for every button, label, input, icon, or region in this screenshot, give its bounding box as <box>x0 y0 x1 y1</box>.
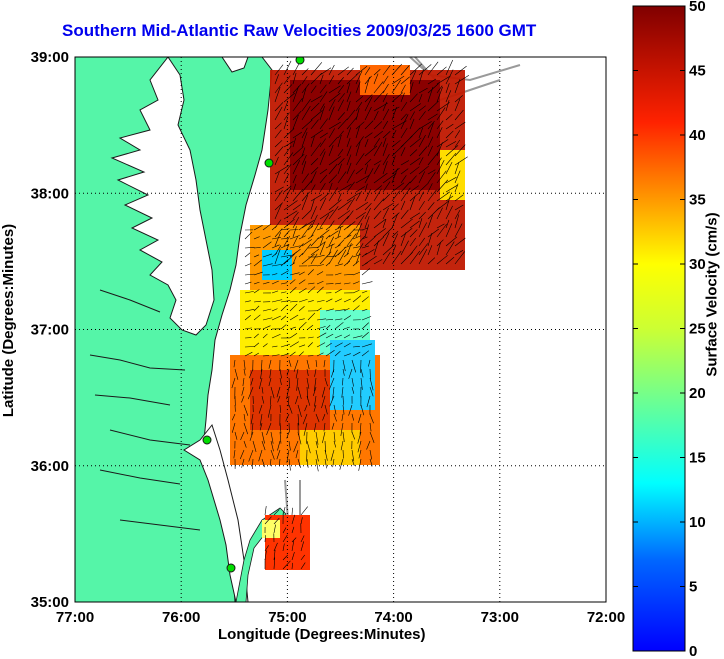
chesapeake-bay <box>110 57 215 336</box>
delaware-bay <box>221 57 249 73</box>
y-tick-label: 39:00 <box>31 49 69 66</box>
colorbar-tick-label: 40 <box>689 127 706 144</box>
x-axis-label: Longitude (Degrees:Minutes) <box>218 626 426 643</box>
hfr-station-marker <box>202 435 212 445</box>
colorbar-tick-label: 20 <box>689 385 706 402</box>
y-tick-label: 36:00 <box>31 458 69 475</box>
x-tick-label: 73:00 <box>481 609 519 626</box>
x-tick-label: 76:00 <box>162 609 200 626</box>
colorbar-tick-label: 25 <box>689 321 706 338</box>
x-tick-label: 77:00 <box>56 609 94 626</box>
colorbar-tick-label: 35 <box>689 192 706 209</box>
colorbar-tick-label: 15 <box>689 450 706 467</box>
colorbar-tick-label: 50 <box>689 0 706 15</box>
river-lines <box>89 289 201 531</box>
colorbar-tick-label: 30 <box>689 256 706 273</box>
axes-frame <box>74 56 607 603</box>
y-tick-label: 38:00 <box>31 185 69 202</box>
x-tick-label: 74:00 <box>374 609 412 626</box>
y-tick-label: 37:00 <box>31 322 69 339</box>
x-tick-label: 72:00 <box>587 609 625 626</box>
hfr-station-marker <box>295 57 305 65</box>
colorbar-tick-label: 10 <box>689 514 706 531</box>
pamlico-sound <box>183 423 249 602</box>
hfr-station-marker <box>226 563 236 573</box>
y-tick-labels: 39:00 38:00 37:00 36:00 35:00 <box>31 49 69 611</box>
hfr-station-marker <box>264 158 274 168</box>
grid-lines <box>75 57 606 602</box>
velocity-field <box>230 65 465 570</box>
colorbar-ticks: 0 5 10 15 20 25 30 35 40 45 50 <box>633 0 706 659</box>
colorbar <box>632 5 686 652</box>
x-tick-labels: 77:00 76:00 75:00 74:00 73:00 72:00 <box>56 609 625 626</box>
colorbar-tick-label: 5 <box>689 579 697 596</box>
colorbar-tick-label: 0 <box>689 643 697 659</box>
colorbar-tick-label: 45 <box>689 63 706 80</box>
velocity-arrows <box>231 59 470 570</box>
y-tick-label: 35:00 <box>31 594 69 611</box>
plot-title: Southern Mid-Atlantic Raw Velocities 200… <box>62 21 537 40</box>
x-tick-label: 75:00 <box>268 609 306 626</box>
